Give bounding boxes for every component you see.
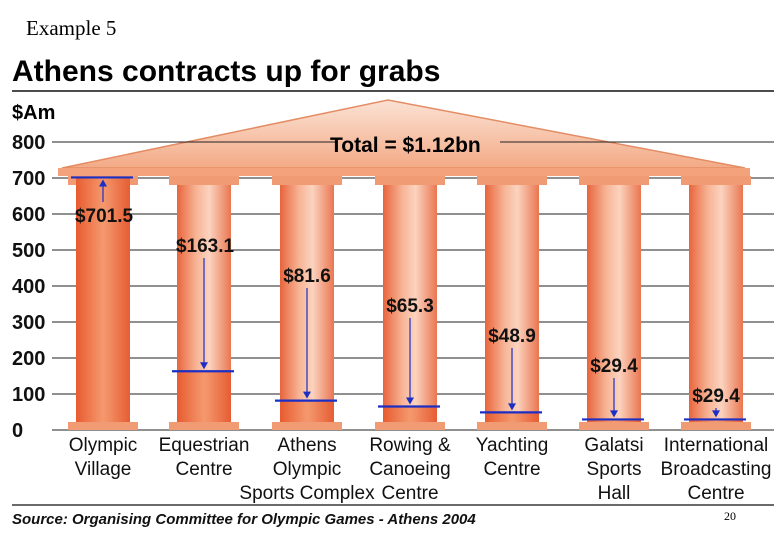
entablature bbox=[58, 168, 750, 176]
columns bbox=[68, 176, 751, 430]
source-note: Source: Organising Committee for Olympic… bbox=[12, 511, 476, 528]
data-label: $48.9 bbox=[488, 326, 536, 347]
bar bbox=[383, 406, 437, 422]
column-base bbox=[681, 422, 751, 430]
column-base bbox=[375, 422, 445, 430]
bar bbox=[177, 371, 231, 422]
value-arrowhead bbox=[610, 410, 618, 418]
y-tick-label: 300 bbox=[12, 312, 45, 334]
column-capital bbox=[375, 176, 445, 185]
markers bbox=[71, 176, 746, 421]
y-tick-label: 100 bbox=[12, 384, 45, 406]
x-category-label: Olympic Village bbox=[69, 435, 138, 480]
bar bbox=[76, 177, 130, 422]
data-label: $81.6 bbox=[283, 266, 331, 287]
column-base bbox=[68, 422, 138, 430]
value-labels: $701.5 $163.1 $81.6 $65.3 $48.9 $29.4 $29.4 bbox=[75, 206, 740, 407]
data-label: $65.3 bbox=[386, 296, 434, 317]
roof-layer bbox=[58, 99, 750, 176]
value-arrowhead bbox=[406, 397, 414, 405]
x-category-label: International Broadcasting Centre bbox=[661, 435, 772, 504]
data-label: $701.5 bbox=[75, 206, 134, 227]
y-tick-label: 800 bbox=[12, 132, 45, 154]
data-label: $163.1 bbox=[176, 236, 235, 257]
y-tick-label: 700 bbox=[12, 168, 45, 190]
column-base bbox=[579, 422, 649, 430]
column-base bbox=[272, 422, 342, 430]
slide-label: Example 5 bbox=[26, 16, 117, 40]
column-capital bbox=[477, 176, 547, 185]
y-tick-label: 200 bbox=[12, 348, 45, 370]
value-arrowhead bbox=[99, 179, 107, 187]
y-tick-label: 600 bbox=[12, 204, 45, 226]
column-base bbox=[169, 422, 239, 430]
column-base bbox=[477, 422, 547, 430]
column-shaft bbox=[689, 185, 743, 422]
y-tick-label: 500 bbox=[12, 240, 45, 262]
y-ticks: 0 100 200 300 400 500 600 700 800 bbox=[12, 132, 45, 442]
data-label: $29.4 bbox=[590, 356, 638, 377]
bar bbox=[587, 419, 641, 422]
y-tick-label: 0 bbox=[12, 420, 23, 442]
x-category-label: Galatsi Sports Hall bbox=[584, 435, 643, 504]
column-capital bbox=[169, 176, 239, 185]
value-arrowhead bbox=[712, 410, 720, 418]
column-capital bbox=[579, 176, 649, 185]
slide-number: 20 bbox=[724, 509, 736, 523]
x-category-label: Yachting Centre bbox=[476, 435, 549, 480]
chart-title: Athens contracts up for grabs bbox=[12, 55, 440, 88]
data-label: $29.4 bbox=[692, 386, 740, 407]
bar bbox=[689, 419, 743, 422]
value-arrowhead bbox=[200, 362, 208, 370]
x-category-label: Rowing & Canoeing Centre bbox=[369, 435, 451, 504]
x-category-label: Equestrian Centre bbox=[159, 435, 250, 480]
y-tick-label: 400 bbox=[12, 276, 45, 298]
value-arrowhead bbox=[303, 391, 311, 399]
x-category-label: Athens Olympic Sports Complex bbox=[239, 435, 375, 504]
y-axis-label: $Am bbox=[12, 102, 55, 124]
total-label: Total = $1.12bn bbox=[330, 134, 481, 157]
bar bbox=[485, 412, 539, 422]
value-arrowhead bbox=[508, 403, 516, 411]
column-capital bbox=[272, 176, 342, 185]
bar bbox=[280, 400, 334, 422]
column-capital bbox=[681, 176, 751, 185]
